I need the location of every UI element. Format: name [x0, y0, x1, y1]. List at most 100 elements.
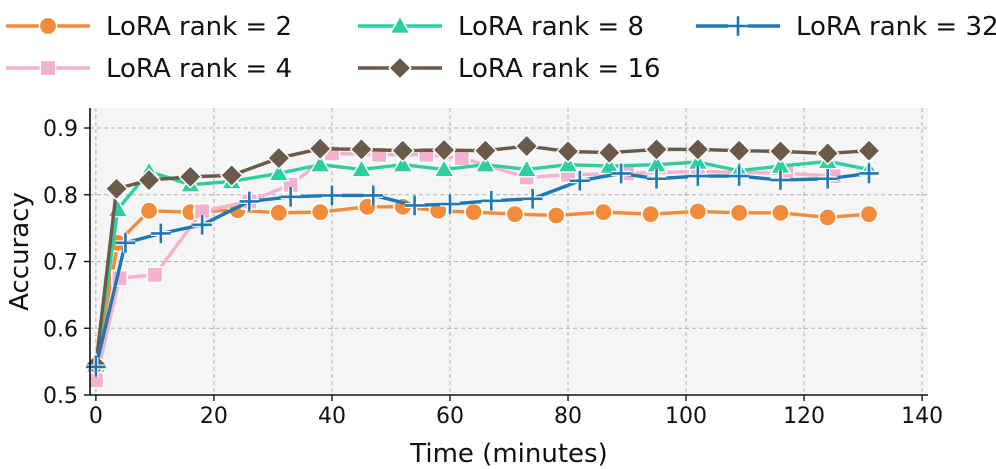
data-point [557, 153, 580, 173]
legend: LoRA rank = 2 LoRA rank = 4 LoRA rank = 8 L… [6, 12, 996, 84]
y-tick-label: 0.9 [43, 117, 78, 142]
data-point [269, 203, 289, 223]
data-point [515, 158, 538, 178]
data-point-stroke [817, 168, 838, 189]
x-axis-label: Time (minutes) [409, 439, 607, 469]
legend-marker [39, 59, 57, 77]
data-point-stroke [611, 163, 631, 184]
data-point [473, 138, 498, 163]
data-point-stroke [570, 170, 590, 191]
data-point [505, 204, 525, 224]
data-point [514, 134, 539, 158]
series-rank-5 [86, 163, 879, 377]
data-point [556, 139, 580, 164]
legend-item-rank-4: LoRA rank = 16 [358, 54, 661, 84]
legend-label: LoRA rank = 16 [458, 54, 661, 84]
data-point [597, 140, 622, 165]
series-line [94, 159, 871, 367]
data-point-stroke [770, 170, 791, 190]
x-tick-label: 80 [554, 404, 582, 429]
plot-area [90, 108, 928, 395]
data-point [433, 158, 456, 178]
x-tick-label: 60 [436, 404, 464, 429]
y-tick-label: 0.8 [43, 184, 78, 209]
data-point [598, 154, 621, 175]
grid [90, 108, 928, 396]
legend-marker [38, 16, 58, 36]
legend-item-rank-3: LoRA rank = 8 [358, 12, 644, 42]
data-point [641, 204, 661, 224]
data-point [593, 202, 613, 222]
data-point-stroke [481, 190, 502, 211]
data-point [815, 141, 840, 166]
data-point [390, 138, 415, 163]
data-point-stroke [646, 168, 667, 189]
legend-label: LoRA rank = 32 [796, 12, 996, 42]
data-point [309, 153, 332, 173]
data-point [474, 153, 497, 173]
data-point-stroke [115, 233, 136, 253]
data-point [859, 204, 879, 224]
data-point-stroke [522, 188, 543, 209]
data-point [308, 136, 333, 161]
data-point-stroke [363, 185, 384, 206]
data-point [546, 205, 566, 225]
data-point-stroke [151, 223, 171, 244]
legend-marker [388, 14, 412, 35]
data-point [266, 146, 291, 170]
data-point [857, 138, 881, 163]
data-point [349, 137, 374, 162]
data-point [685, 137, 710, 162]
data-point [267, 162, 290, 182]
y-axis-label: Accuracy [5, 192, 35, 311]
x-tick-label: 140 [901, 404, 943, 429]
data-point [310, 202, 330, 222]
data-point [432, 138, 456, 162]
series-rank-4 [83, 134, 881, 377]
data-point [768, 139, 793, 164]
y-tick-label: 0.5 [43, 384, 78, 409]
data-point [219, 163, 244, 188]
x-tick-label: 120 [783, 404, 825, 429]
legend-item-rank-1: LoRA rank = 2 [6, 12, 292, 42]
legend-item-rank-2: LoRA rank = 4 [6, 54, 292, 84]
data-point [178, 164, 203, 189]
data-point [391, 153, 414, 173]
legend-label: LoRA rank = 4 [106, 54, 292, 84]
data-point-stroke [859, 163, 879, 184]
x-tick-label: 0 [89, 404, 103, 429]
data-point-stroke [404, 195, 425, 216]
legend-label: LoRA rank = 2 [106, 12, 292, 42]
data-point [727, 138, 752, 163]
data-point-stroke [192, 215, 212, 235]
data-point [350, 158, 373, 178]
data-point [770, 203, 790, 223]
x-tick-label: 20 [200, 404, 228, 429]
legend-label: LoRA rank = 8 [458, 12, 644, 42]
data-point [146, 266, 164, 284]
data-point-stroke [688, 166, 708, 186]
data-point [104, 176, 129, 201]
data-point [729, 203, 749, 223]
data-point-stroke [729, 166, 749, 186]
data-point [464, 202, 484, 222]
data-point [644, 137, 669, 162]
data-point-stroke [280, 186, 301, 207]
data-point-stroke [440, 194, 460, 214]
x-tick-label: 40 [318, 404, 346, 429]
data-point [688, 201, 708, 221]
data-point [137, 168, 161, 192]
data-point-stroke [239, 191, 260, 212]
series-layer [83, 134, 881, 389]
axes: 0 20 40 60 80 100 120 140 0.5 0.6 0.7 0.8 0.9 [43, 108, 943, 429]
data-point-stroke [322, 185, 342, 206]
legend-marker [388, 56, 412, 80]
data-point [453, 149, 471, 167]
data-point [818, 207, 838, 227]
legend-marker-stroke [728, 16, 748, 36]
legend-item-rank-5: LoRA rank = 32 [696, 12, 996, 42]
y-tick-label: 0.6 [43, 317, 78, 342]
data-point [139, 201, 159, 221]
x-tick-label: 100 [665, 404, 707, 429]
